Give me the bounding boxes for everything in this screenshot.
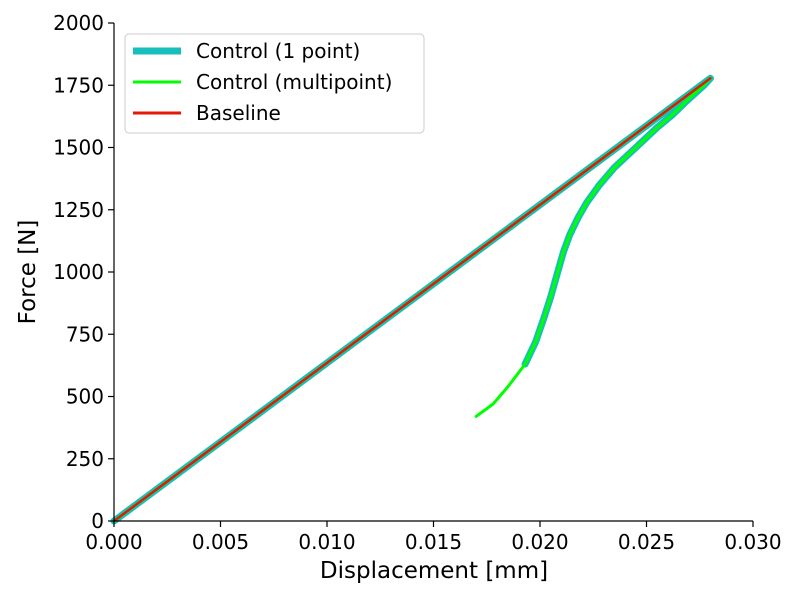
legend-label-control-multipoint: Control (multipoint) xyxy=(196,70,392,94)
y-tick-label: 0 xyxy=(91,509,104,533)
y-tick-label: 750 xyxy=(66,322,104,346)
legend-label-control-1-point: Control (1 point) xyxy=(196,39,360,63)
y-tick-label: 500 xyxy=(66,385,104,409)
x-tick-label: 0.010 xyxy=(298,530,355,554)
x-tick-label: 0.005 xyxy=(192,530,249,554)
y-axis-ticks: 0 250 500 750 1000 1250 1500 1750 2000 xyxy=(53,11,114,533)
series-line-control-multipoint xyxy=(112,76,712,523)
x-tick-label: 0.025 xyxy=(618,530,675,554)
y-tick-label: 1000 xyxy=(53,260,104,284)
plot-area xyxy=(110,74,714,525)
y-tick-label: 1250 xyxy=(53,198,104,222)
y-tick-label: 2000 xyxy=(53,11,104,35)
series-line-baseline xyxy=(112,77,712,523)
y-tick-label: 250 xyxy=(66,447,104,471)
y-tick-label: 1750 xyxy=(53,73,104,97)
x-tick-label: 0.015 xyxy=(405,530,462,554)
legend: Control (1 point) Control (multipoint) B… xyxy=(124,33,425,134)
x-tick-label: 0.030 xyxy=(724,530,781,554)
y-tick-label: 1500 xyxy=(53,136,104,160)
x-tick-label: 0.000 xyxy=(85,530,142,554)
y-axis-label: Force [N] xyxy=(15,220,41,325)
x-axis-label: Displacement [mm] xyxy=(320,558,548,584)
x-axis-ticks: 0.000 0.005 0.010 0.015 0.020 0.025 0.030 xyxy=(85,521,782,554)
legend-box xyxy=(124,33,425,134)
legend-label-baseline: Baseline xyxy=(196,101,281,125)
x-tick-label: 0.020 xyxy=(511,530,568,554)
